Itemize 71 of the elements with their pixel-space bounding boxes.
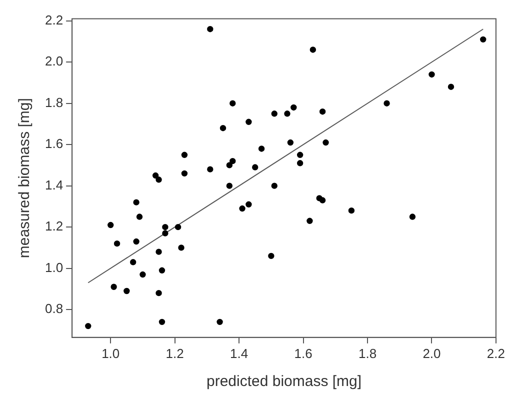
y-tick-label: 0.8 bbox=[44, 301, 64, 316]
point bbox=[114, 240, 120, 247]
point bbox=[158, 267, 166, 274]
point bbox=[181, 170, 188, 177]
point bbox=[85, 322, 92, 330]
y-tick-label: 1.8 bbox=[44, 94, 64, 110]
point bbox=[230, 158, 236, 164]
point bbox=[348, 207, 355, 214]
point bbox=[268, 252, 274, 260]
point bbox=[226, 162, 233, 168]
point bbox=[207, 166, 214, 172]
point bbox=[158, 318, 166, 326]
point bbox=[124, 288, 130, 294]
x-tick-label: 2.2 bbox=[486, 346, 506, 361]
point bbox=[220, 124, 226, 132]
x-tick-label: 1.2 bbox=[166, 346, 184, 361]
point bbox=[174, 224, 182, 230]
point bbox=[322, 139, 329, 146]
point bbox=[207, 26, 214, 32]
point bbox=[290, 104, 297, 111]
point bbox=[181, 152, 188, 158]
y-tick-label: 2.0 bbox=[44, 54, 64, 69]
point bbox=[310, 46, 316, 53]
x-axis-title: predicted biomass [mg] bbox=[206, 373, 362, 390]
y-tick-label: 1.4 bbox=[44, 177, 64, 192]
point bbox=[216, 318, 223, 326]
point bbox=[287, 139, 294, 146]
x-tick-label: 1.4 bbox=[230, 346, 248, 361]
point bbox=[152, 172, 159, 179]
point bbox=[316, 195, 322, 202]
x-tick-label: 2.0 bbox=[422, 346, 441, 361]
point bbox=[428, 71, 435, 78]
point bbox=[110, 284, 117, 290]
point bbox=[133, 199, 140, 206]
y-tick-label: 1.6 bbox=[44, 136, 64, 152]
x-tick-label: 1.6 bbox=[294, 346, 312, 361]
x-tick-label: 1.0 bbox=[102, 346, 120, 361]
point bbox=[480, 36, 486, 43]
x-tick-label: 1.8 bbox=[358, 346, 377, 361]
point bbox=[246, 118, 252, 126]
point bbox=[252, 164, 258, 170]
point bbox=[162, 230, 168, 236]
point bbox=[409, 214, 416, 220]
point bbox=[319, 108, 326, 115]
point bbox=[246, 201, 252, 208]
point bbox=[136, 214, 143, 220]
point bbox=[258, 146, 265, 152]
point bbox=[239, 205, 246, 212]
point bbox=[230, 100, 236, 106]
point bbox=[226, 182, 233, 189]
y-tick-label: 1.2 bbox=[44, 218, 64, 234]
y-axis-title: measured biomass [mg] bbox=[16, 98, 34, 258]
point bbox=[133, 238, 140, 245]
point bbox=[448, 84, 454, 90]
point bbox=[130, 259, 136, 266]
point bbox=[306, 218, 313, 224]
point bbox=[162, 224, 168, 230]
point bbox=[108, 222, 114, 228]
point bbox=[296, 152, 304, 158]
point bbox=[156, 290, 162, 296]
point bbox=[384, 100, 390, 106]
point bbox=[284, 110, 290, 117]
y-tick-label: 2.2 bbox=[44, 12, 64, 28]
y-tick-label: 1.0 bbox=[44, 260, 64, 275]
point bbox=[156, 248, 162, 255]
point bbox=[271, 182, 278, 189]
point bbox=[140, 271, 146, 278]
point bbox=[296, 160, 304, 166]
point bbox=[178, 244, 184, 251]
point bbox=[271, 110, 278, 117]
point bbox=[156, 176, 162, 183]
